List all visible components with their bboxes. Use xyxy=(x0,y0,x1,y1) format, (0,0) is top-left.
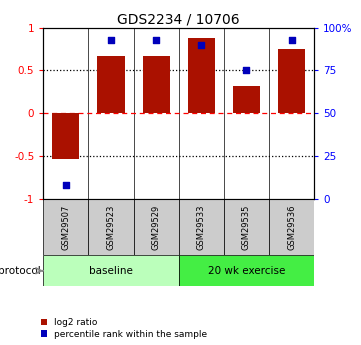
Bar xyxy=(224,199,269,255)
Text: GSM29507: GSM29507 xyxy=(61,205,70,250)
Point xyxy=(199,42,204,48)
Point xyxy=(108,37,114,42)
Text: GSM29523: GSM29523 xyxy=(106,205,116,250)
Text: GSM29529: GSM29529 xyxy=(152,205,161,250)
Text: GSM29533: GSM29533 xyxy=(197,204,206,250)
Bar xyxy=(97,56,125,113)
Text: baseline: baseline xyxy=(89,266,133,276)
Bar xyxy=(134,199,179,255)
Bar xyxy=(43,255,179,286)
Bar xyxy=(188,38,215,113)
Bar xyxy=(143,56,170,113)
Text: protocol: protocol xyxy=(0,266,41,276)
Point xyxy=(153,37,159,42)
Text: 20 wk exercise: 20 wk exercise xyxy=(208,266,285,276)
Bar xyxy=(179,255,314,286)
Text: GSM29535: GSM29535 xyxy=(242,205,251,250)
Bar xyxy=(52,113,79,159)
Bar xyxy=(269,199,314,255)
Point xyxy=(289,37,295,42)
Bar xyxy=(88,199,134,255)
Bar xyxy=(43,199,88,255)
Point xyxy=(63,183,69,188)
Bar xyxy=(179,199,224,255)
Title: GDS2234 / 10706: GDS2234 / 10706 xyxy=(117,12,240,27)
Bar xyxy=(278,49,305,113)
Legend: log2 ratio, percentile rank within the sample: log2 ratio, percentile rank within the s… xyxy=(41,318,207,339)
Text: GSM29536: GSM29536 xyxy=(287,204,296,250)
Point xyxy=(243,68,249,73)
Bar xyxy=(233,86,260,113)
